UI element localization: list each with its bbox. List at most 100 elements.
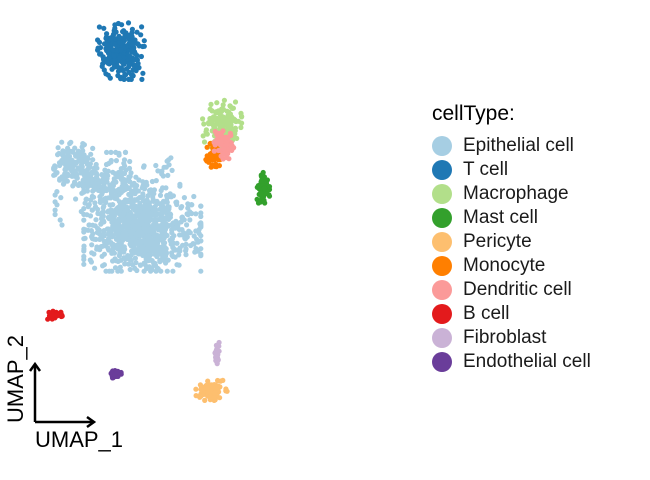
data-point [81,256,87,263]
data-point [112,265,119,271]
data-point [161,254,167,261]
data-point [187,209,193,215]
data-point [81,243,87,249]
data-point [117,234,123,240]
data-point [154,237,160,243]
legend-label: Monocyte [463,255,546,276]
data-point [89,193,95,199]
data-point [145,193,151,199]
data-point [132,56,138,63]
data-point [59,222,65,228]
legend-key-swatch [432,328,452,348]
data-point [110,233,116,239]
data-point [116,210,122,217]
data-point [89,242,95,248]
data-point [198,210,204,216]
data-point [160,215,167,221]
data-point [116,33,122,39]
data-point [129,182,135,188]
series-pericyte [193,377,230,403]
data-point [255,200,262,206]
data-point [211,116,217,122]
data-point [154,201,161,207]
data-point [101,173,107,179]
data-point [138,53,144,60]
data-point [216,122,223,128]
data-point [92,265,98,271]
data-point [211,139,217,145]
data-point [52,211,58,218]
legend-item: Endothelial cell [432,350,591,374]
data-point [80,177,86,183]
data-point [164,268,170,274]
data-point [214,100,220,106]
data-point [201,139,208,145]
data-point [99,253,105,259]
data-point [165,257,171,263]
data-point [114,188,120,194]
data-point [196,230,202,236]
data-point [153,178,159,184]
data-point [169,167,175,173]
legend-items: Epithelial cell T cell Macrophage Mast cell… [432,134,591,374]
data-point [107,75,113,81]
data-point [95,37,101,43]
data-point [258,178,265,184]
data-point [109,66,115,72]
legend-label: T cell [463,159,509,180]
data-point [218,378,224,384]
data-point [223,142,229,148]
data-point [94,165,100,171]
axis-arrows [28,361,97,429]
data-point [216,147,222,154]
legend-item: Dendritic cell [432,278,591,302]
data-point [118,186,124,192]
data-point [152,207,158,213]
data-point [108,149,114,155]
data-point [98,221,104,227]
legend-key-swatch [432,352,452,372]
data-point [73,152,79,158]
legend-key-swatch [432,208,452,228]
data-point [198,393,204,399]
data-point [105,245,111,251]
data-point [110,47,116,53]
data-point [127,173,133,179]
data-point [61,180,67,187]
data-point [122,197,128,203]
data-point [181,195,187,201]
data-point [85,204,91,210]
data-point [209,162,215,168]
scatter-points [45,20,273,403]
series-dendritic-cell [211,128,237,162]
data-point [95,210,101,217]
data-point [115,230,121,236]
data-point [129,228,136,234]
data-point [155,168,161,174]
data-point [104,149,110,155]
data-point [218,133,224,139]
data-point [99,191,105,197]
data-point [108,157,114,164]
legend-item: Monocyte [432,254,591,278]
data-point [164,199,170,205]
data-point [126,261,132,267]
data-point [142,202,148,208]
data-point [183,252,189,258]
data-point [193,211,199,217]
data-point [217,395,223,401]
legend-key-swatch [432,280,452,300]
data-point [164,204,171,210]
data-point [227,103,234,110]
data-point [135,213,142,219]
data-point [158,248,164,255]
data-point [122,149,129,155]
data-point [114,44,120,50]
data-point [57,217,63,223]
data-point [97,51,103,57]
data-point [173,199,179,205]
data-point [90,145,96,151]
data-point [130,41,136,47]
legend-key-swatch [432,136,452,156]
series-mast-cell [254,169,273,206]
